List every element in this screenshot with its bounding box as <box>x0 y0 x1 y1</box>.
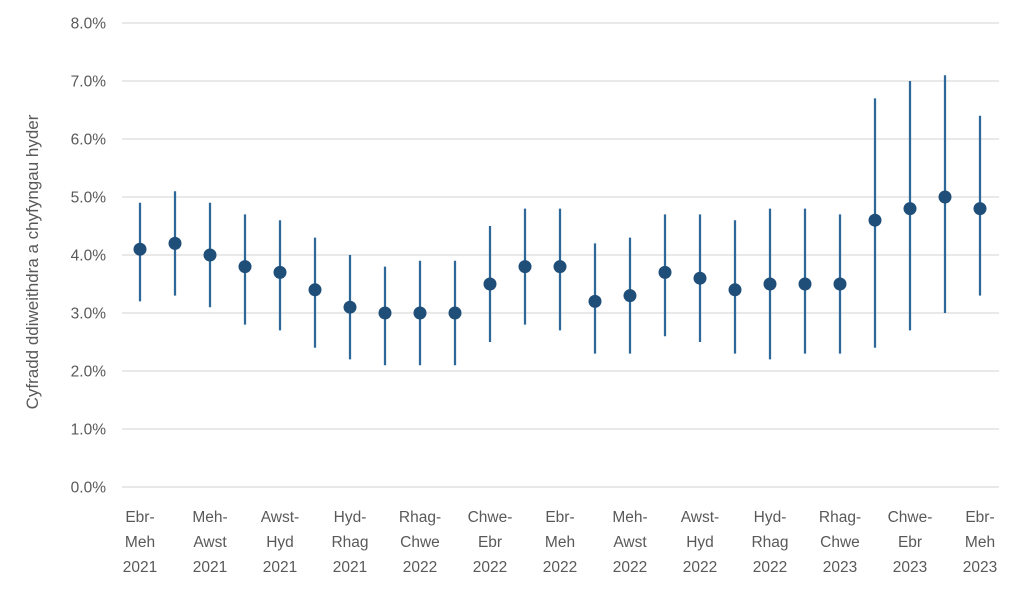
data-point <box>238 260 252 274</box>
x-tick-label: Hyd-Rhag 2021 <box>331 509 368 576</box>
y-tick-label: 5.0% <box>71 190 107 207</box>
x-tick-label: Ebr-Meh 2021 <box>123 509 157 576</box>
y-tick-label: 2.0% <box>71 364 107 381</box>
x-tick-label: Chwe-Ebr 2023 <box>888 509 933 576</box>
data-point <box>938 190 952 204</box>
data-point <box>868 213 882 227</box>
data-point <box>448 306 462 320</box>
x-tick-label: Meh-Awst 2022 <box>612 509 647 576</box>
data-point <box>343 300 357 314</box>
data-point <box>728 283 742 297</box>
x-tick-label: Rhag-Chwe 2022 <box>399 509 441 576</box>
data-point <box>413 306 427 320</box>
data-point <box>798 277 812 291</box>
data-point <box>483 277 497 291</box>
data-point <box>973 202 987 216</box>
x-tick-label: Ebr-Meh 2022 <box>543 509 577 576</box>
y-tick-label: 0.0% <box>71 480 107 497</box>
data-point <box>133 242 147 256</box>
data-point <box>658 265 672 279</box>
y-tick-label: 4.0% <box>71 248 107 265</box>
x-tick-label: Awst-Hyd 2022 <box>681 509 719 576</box>
x-tick-label: Hyd-Rhag 2022 <box>751 509 788 576</box>
y-tick-label: 1.0% <box>71 422 107 439</box>
y-tick-label: 8.0% <box>71 16 107 33</box>
data-point <box>763 277 777 291</box>
y-axis-title: Cyfradd ddiweithdra a chyfyngau hyder <box>23 114 42 410</box>
data-point <box>623 289 637 303</box>
data-point <box>588 294 602 308</box>
data-point <box>518 260 532 274</box>
x-tick-label: Chwe-Ebr 2022 <box>468 509 513 576</box>
data-point <box>378 306 392 320</box>
data-point <box>833 277 847 291</box>
data-point <box>903 202 917 216</box>
x-tick-label: Meh-Awst 2021 <box>192 509 227 576</box>
data-point <box>308 283 322 297</box>
data-point <box>168 236 182 250</box>
y-tick-label: 3.0% <box>71 306 107 323</box>
x-tick-label: Ebr-Meh 2023 <box>963 509 997 576</box>
data-point <box>553 260 567 274</box>
y-tick-label: 6.0% <box>71 132 107 149</box>
data-point <box>273 265 287 279</box>
data-point <box>203 248 217 262</box>
data-point <box>693 271 707 285</box>
y-tick-label: 7.0% <box>71 74 107 91</box>
x-tick-label: Rhag-Chwe 2023 <box>819 509 861 576</box>
x-tick-label: Awst-Hyd 2021 <box>261 509 299 576</box>
